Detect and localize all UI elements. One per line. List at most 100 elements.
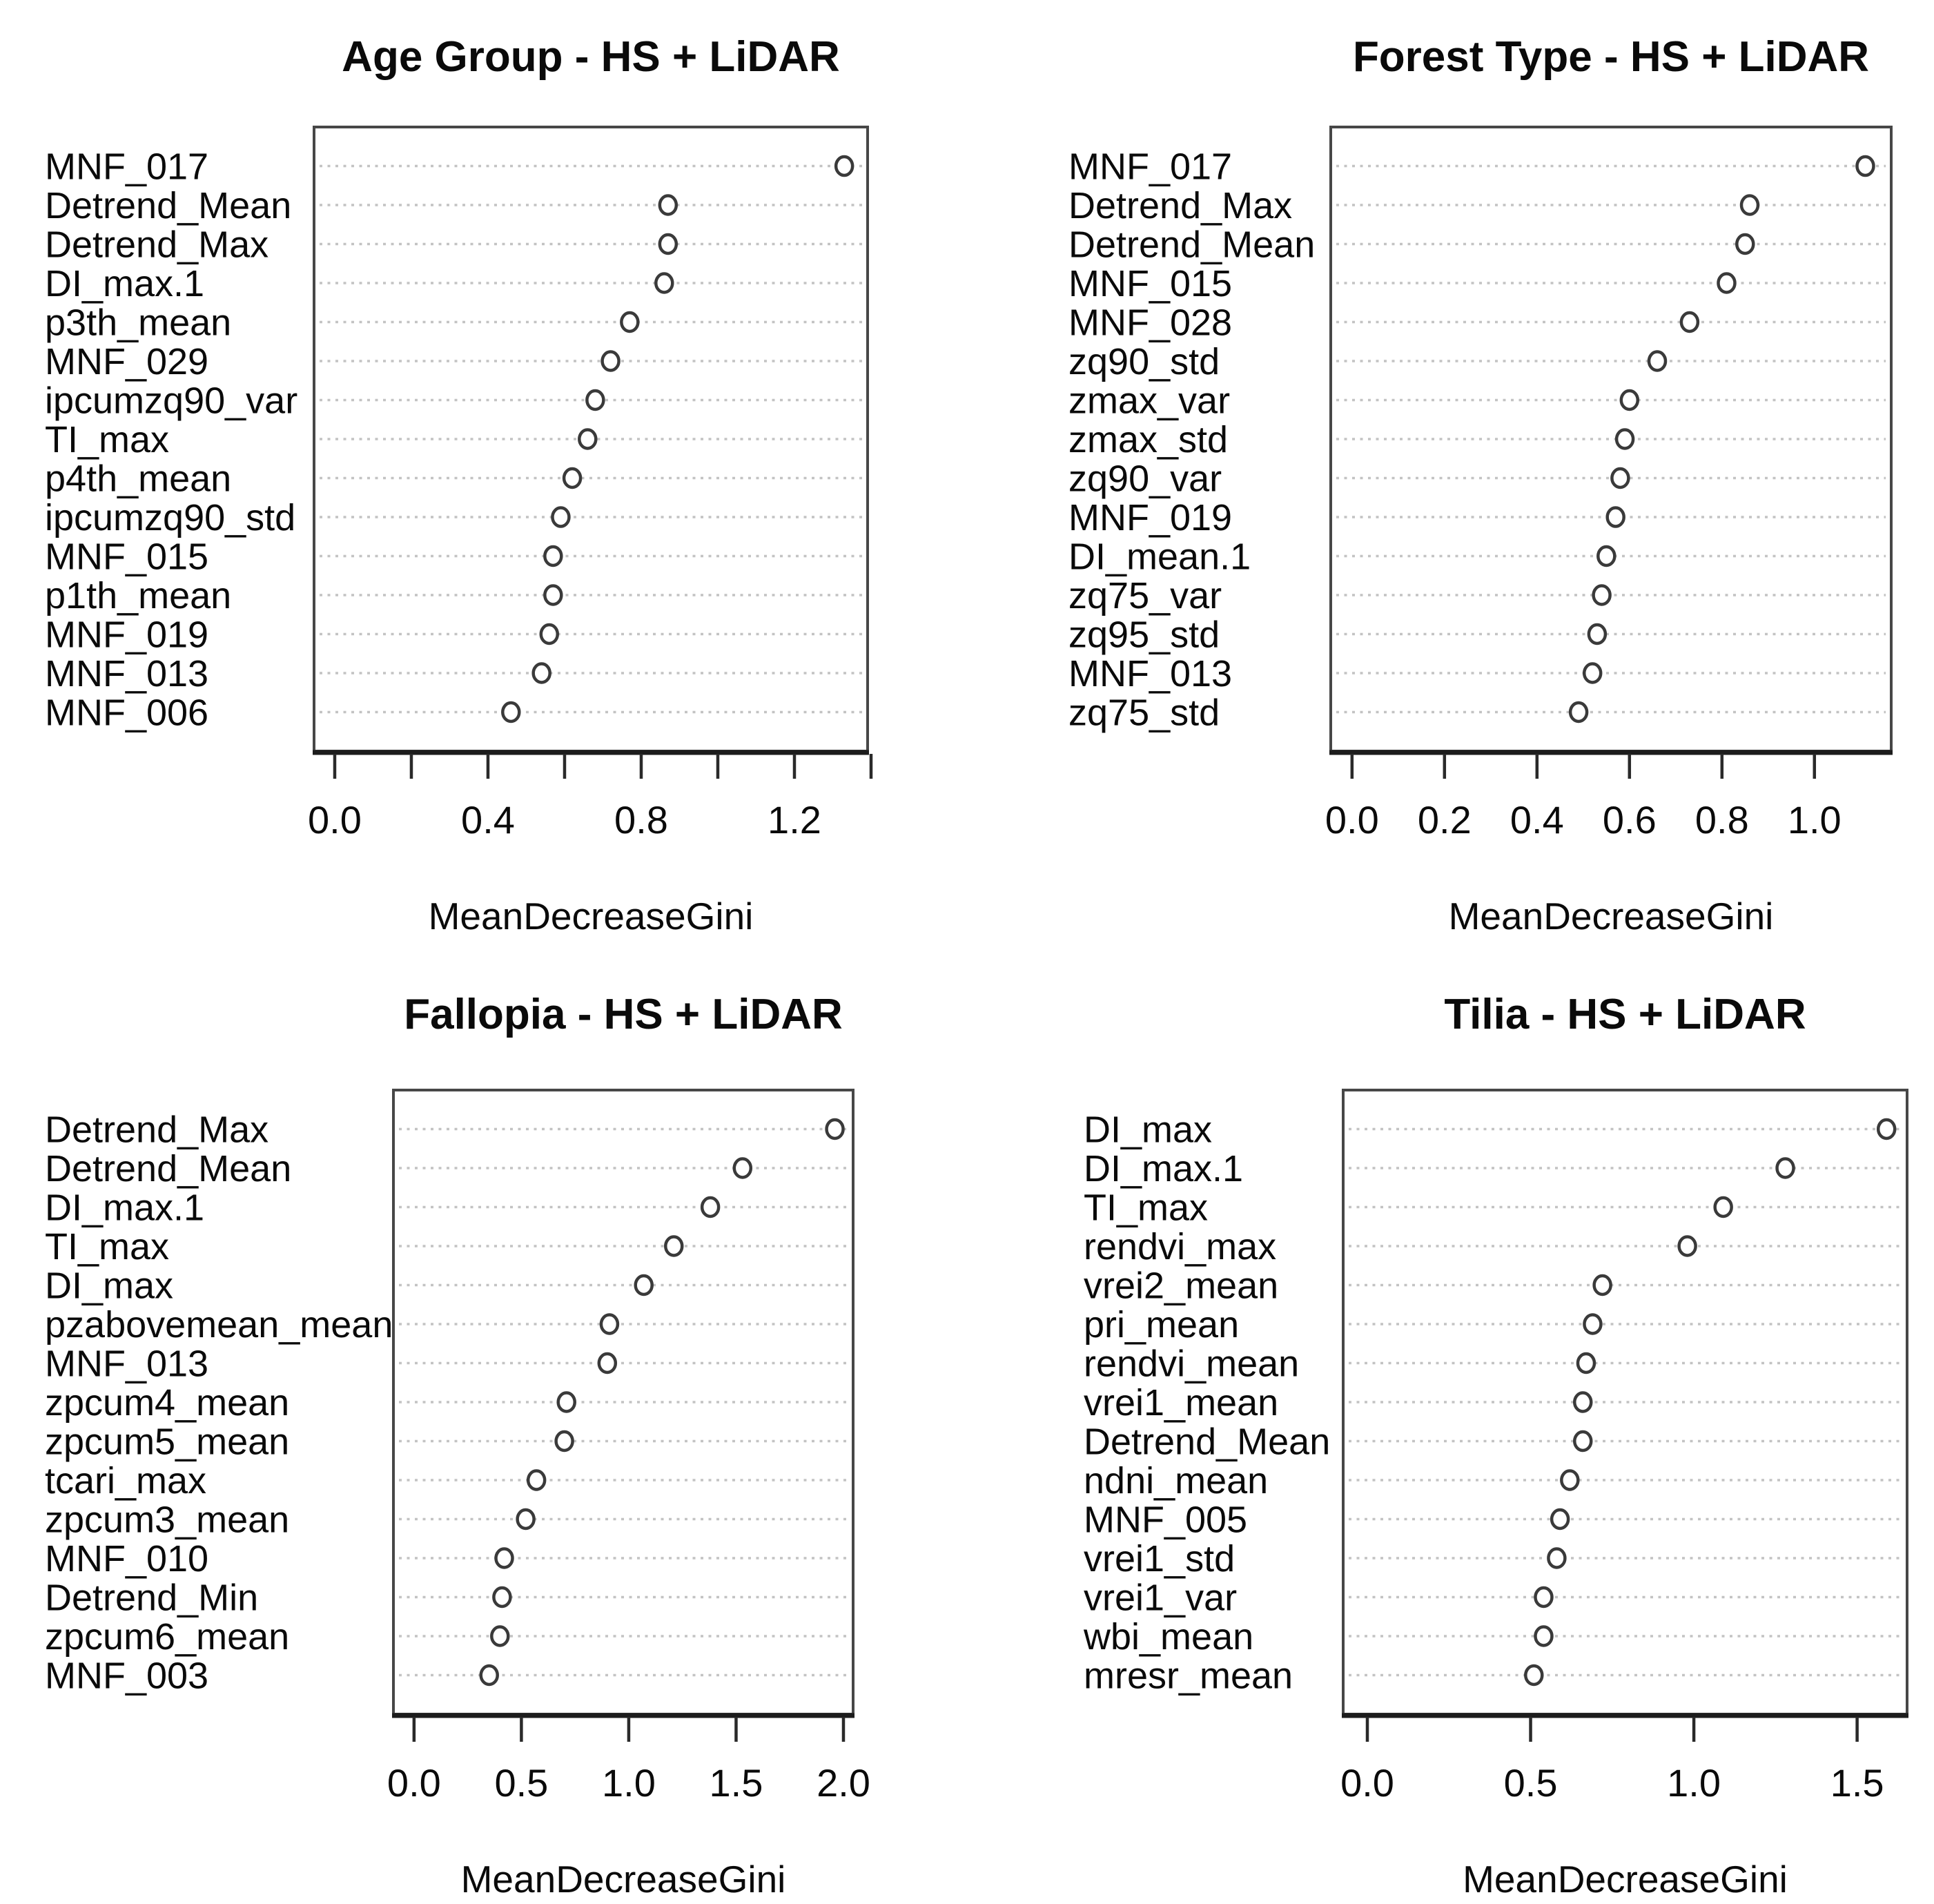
data-point xyxy=(700,1196,721,1218)
data-point xyxy=(1647,350,1668,372)
category-label: vrei1_var xyxy=(1084,1577,1237,1619)
category-label: DI_max.1 xyxy=(45,263,204,304)
x-tick-label: 0.2 xyxy=(1418,798,1472,842)
category-label: MNF_028 xyxy=(1068,302,1232,344)
category-label: TI_max xyxy=(45,419,169,460)
x-tick-label: 1.0 xyxy=(602,1761,656,1805)
data-point xyxy=(516,1508,536,1531)
category-label: pri_mean xyxy=(1084,1304,1239,1346)
category-label: zq75_var xyxy=(1068,575,1222,616)
data-point xyxy=(1610,467,1630,489)
data-point xyxy=(1713,1196,1733,1218)
category-label: DI_max xyxy=(1084,1109,1212,1151)
panel-tilia: Tilia - HS + LiDAR DI_max DI_max.1 TI_max re… xyxy=(967,952,1934,1904)
category-label: MNF_013 xyxy=(1068,653,1232,694)
data-point xyxy=(658,194,678,216)
category-label: MNF_006 xyxy=(45,692,208,734)
category-label: tcari_max xyxy=(45,1460,206,1502)
data-point xyxy=(658,233,678,255)
category-label: ipcumzq90_std xyxy=(45,497,295,538)
data-point xyxy=(1614,428,1635,450)
category-label: zpcum6_mean xyxy=(45,1616,289,1658)
data-point xyxy=(834,155,854,177)
dot-chart-canvas: Fallopia - HS + LiDARDetrend_MaxDetrend_… xyxy=(45,991,870,1901)
category-label: DI_max.1 xyxy=(45,1187,204,1229)
category-label: zq90_std xyxy=(1068,341,1220,382)
data-point xyxy=(1582,662,1603,684)
chart-title: Age Group - HS + LiDAR xyxy=(342,33,840,81)
category-label: MNF_015 xyxy=(45,536,208,578)
data-point xyxy=(1679,311,1700,333)
x-tick-label: 1.0 xyxy=(1788,798,1842,842)
data-point xyxy=(551,506,571,528)
data-point xyxy=(634,1274,654,1296)
panel-fallopia: Fallopia - HS + LiDAR Detrend_Max Detrend_… xyxy=(0,952,967,1904)
panel-forest-type: Forest Type - HS + LiDAR MNF_017 Detrend_M… xyxy=(967,0,1934,952)
dot-chart-canvas: Tilia - HS + LiDAR DI_maxDI_max.1TI_maxre… xyxy=(1083,991,1908,1901)
category-label: Detrend_Mean xyxy=(1068,224,1315,266)
data-point xyxy=(1587,623,1608,645)
data-point xyxy=(1619,389,1640,411)
category-label: wbi_mean xyxy=(1083,1616,1253,1658)
x-tick-label: 0.8 xyxy=(614,798,668,842)
data-point xyxy=(654,272,674,294)
category-label: mresr_mean xyxy=(1084,1655,1293,1697)
chart-title: Tilia - HS + LiDAR xyxy=(1444,991,1806,1038)
category-label: zmax_std xyxy=(1068,419,1228,460)
category-label: MNF_015 xyxy=(1068,263,1232,304)
category-label: Detrend_Max xyxy=(1068,185,1292,226)
category-label: vrei1_std xyxy=(1084,1538,1235,1580)
category-label: pzabovemean_mean xyxy=(45,1304,393,1346)
data-point xyxy=(543,545,563,567)
data-point xyxy=(599,1313,620,1335)
data-point xyxy=(1605,506,1625,528)
category-label: vrei1_mean xyxy=(1084,1382,1278,1424)
category-label: p3th_mean xyxy=(45,302,231,344)
category-label: zmax_var xyxy=(1068,380,1230,422)
x-tick-label: 0.8 xyxy=(1695,798,1749,842)
data-point xyxy=(1596,545,1616,567)
category-label: MNF_003 xyxy=(45,1655,208,1697)
x-tick-label: 0.0 xyxy=(308,798,362,842)
data-point xyxy=(732,1157,753,1179)
category-label: MNF_019 xyxy=(1068,497,1232,538)
dot-chart-canvas: Forest Type - HS + LiDARMNF_017Detrend_M… xyxy=(1068,33,1893,938)
category-label: Detrend_Mean xyxy=(45,1148,291,1189)
category-label: MNF_019 xyxy=(45,614,208,656)
category-label: MNF_017 xyxy=(45,146,208,188)
category-label: MNF_013 xyxy=(45,1343,208,1385)
category-label: rendvi_max xyxy=(1084,1226,1276,1267)
category-label: DI_mean.1 xyxy=(1068,536,1251,578)
data-point xyxy=(562,467,583,489)
category-label: zq90_var xyxy=(1068,458,1222,500)
data-point xyxy=(600,350,621,372)
category-label: p1th_mean xyxy=(45,575,231,616)
data-point xyxy=(1560,1469,1580,1491)
data-point xyxy=(585,389,605,411)
data-point xyxy=(531,662,551,684)
category-label: ipcumzq90_var xyxy=(45,380,297,422)
data-point xyxy=(825,1118,845,1140)
data-point xyxy=(1677,1235,1697,1257)
category-label: ndni_mean xyxy=(1084,1460,1268,1502)
data-point xyxy=(479,1664,499,1687)
category-label: vrei2_mean xyxy=(1084,1265,1278,1307)
x-tick-label: 1.0 xyxy=(1667,1761,1721,1805)
category-label: Detrend_Mean xyxy=(1084,1421,1330,1463)
category-label: TI_max xyxy=(45,1226,169,1267)
data-point xyxy=(1717,272,1737,294)
x-axis-title: MeanDecreaseGini xyxy=(1449,895,1774,938)
category-label: p4th_mean xyxy=(45,458,231,500)
category-label: Detrend_Min xyxy=(45,1577,258,1619)
category-label: zpcum4_mean xyxy=(45,1382,289,1424)
category-label: Detrend_Max xyxy=(45,224,268,266)
plot-box xyxy=(1342,1089,1908,1716)
category-label: MNF_017 xyxy=(1068,146,1232,188)
x-axis-title: MeanDecreaseGini xyxy=(1463,1858,1788,1901)
data-point xyxy=(1576,1352,1596,1374)
category-label: MNF_013 xyxy=(45,653,208,694)
data-point xyxy=(597,1352,618,1374)
x-tick-label: 1.5 xyxy=(710,1761,763,1805)
x-tick-label: 1.2 xyxy=(768,798,821,842)
